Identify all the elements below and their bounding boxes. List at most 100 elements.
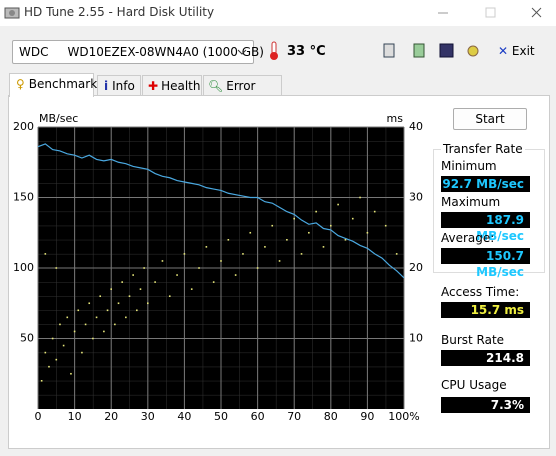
access-time-point bbox=[147, 302, 149, 305]
access-time-point bbox=[256, 267, 259, 269]
access-time-point bbox=[103, 330, 105, 333]
stat-label: Access Time: bbox=[441, 285, 520, 299]
access-time-point bbox=[373, 210, 376, 213]
access-time-point bbox=[315, 210, 317, 213]
access-time-point bbox=[395, 253, 398, 255]
tab[interactable]: ✚ Health bbox=[142, 75, 202, 96]
access-time-point bbox=[44, 253, 47, 255]
stat-label: Minimum bbox=[441, 159, 497, 173]
y2-tick-label: 40 bbox=[409, 120, 423, 133]
access-time-point bbox=[220, 260, 222, 262]
access-time-point bbox=[176, 274, 178, 276]
access-time-point bbox=[212, 281, 215, 283]
access-time-point bbox=[77, 309, 80, 312]
exit-label: Exit bbox=[511, 44, 535, 58]
access-time-point bbox=[293, 217, 295, 220]
access-time-point bbox=[121, 281, 123, 283]
chart: MB/sec ms 0 10 20 30 40 50 60 70 80 90 100% 50 100 15… bbox=[13, 112, 423, 423]
access-time-point bbox=[99, 295, 102, 297]
access-time-point bbox=[154, 281, 156, 283]
access-time-point bbox=[300, 253, 303, 255]
access-time-point bbox=[48, 365, 50, 368]
access-time-point bbox=[366, 231, 369, 234]
x-tick-label: 10 bbox=[68, 410, 82, 423]
access-time-point bbox=[66, 316, 69, 319]
access-time-point bbox=[264, 246, 266, 248]
access-time-point bbox=[132, 274, 134, 276]
access-time-point bbox=[62, 344, 65, 347]
tab[interactable]: i Info bbox=[97, 75, 141, 96]
access-time-point bbox=[106, 309, 109, 312]
stat-label: CPU Usage bbox=[441, 378, 507, 392]
stat-value: 7.3% bbox=[441, 397, 530, 413]
drive-name: WDC WD10EZEX-08WN4A0 (1000 GB) bbox=[19, 45, 264, 59]
tab-label: Benchmark bbox=[28, 77, 98, 91]
tab[interactable]: ♀ Benchmark bbox=[9, 73, 98, 97]
stat-label: Burst Rate bbox=[441, 333, 505, 347]
x-tick-label: 100% bbox=[388, 410, 419, 423]
access-time-point bbox=[278, 260, 281, 262]
x-tick-label: 70 bbox=[287, 410, 301, 423]
stat-value: 15.7 ms bbox=[441, 302, 530, 318]
access-time-point bbox=[84, 323, 87, 326]
tab-label: Health bbox=[161, 79, 201, 93]
access-time-point bbox=[205, 246, 208, 248]
start-button[interactable]: Start bbox=[453, 108, 527, 130]
y-tick-label: 150 bbox=[13, 191, 34, 204]
access-time-point bbox=[384, 224, 387, 227]
access-time-point bbox=[55, 267, 58, 269]
access-time-point bbox=[351, 217, 354, 220]
y2-axis-label: ms bbox=[387, 112, 404, 125]
temperature: 33 °C bbox=[287, 44, 326, 59]
access-time-point bbox=[88, 302, 91, 305]
stat-value: 150.7 MB/sec bbox=[441, 248, 530, 279]
x-tick-label: 50 bbox=[214, 410, 228, 423]
group-title: Transfer Rate bbox=[441, 142, 525, 156]
stat-label: Average: bbox=[441, 231, 495, 245]
access-time-point bbox=[95, 316, 98, 319]
x-tick-label: 20 bbox=[104, 410, 118, 423]
y2-tick-label: 20 bbox=[409, 261, 423, 274]
access-time-point bbox=[190, 288, 193, 290]
stat-label: Maximum bbox=[441, 195, 501, 209]
window-title: HD Tune 2.55 - Hard Disk Utility bbox=[24, 5, 215, 19]
toolbar-icons[interactable] bbox=[378, 40, 488, 62]
access-time-point bbox=[125, 316, 127, 319]
access-time-point bbox=[143, 267, 145, 269]
access-time-point bbox=[40, 380, 43, 382]
access-time-point bbox=[114, 323, 116, 326]
access-time-point bbox=[59, 323, 61, 326]
access-time-point bbox=[242, 253, 244, 255]
access-time-point bbox=[198, 267, 200, 269]
app-icon bbox=[4, 7, 20, 19]
stat-value: 187.9 MB/sec bbox=[441, 212, 530, 243]
x-tick-label: 90 bbox=[360, 410, 374, 423]
window-controls[interactable] bbox=[430, 0, 556, 26]
access-time-point bbox=[70, 372, 72, 375]
access-time-point bbox=[249, 231, 252, 234]
tab-label: Info bbox=[112, 79, 135, 93]
access-time-point bbox=[161, 260, 164, 262]
access-time-point bbox=[139, 288, 142, 290]
access-time-point bbox=[136, 309, 138, 312]
stat-value: 214.8 MB/sec bbox=[441, 350, 530, 381]
access-time-point bbox=[227, 239, 230, 241]
x-tick-label: 80 bbox=[324, 410, 338, 423]
access-time-point bbox=[73, 330, 76, 333]
access-time-point bbox=[110, 288, 112, 290]
access-time-point bbox=[234, 274, 237, 276]
access-time-point bbox=[168, 295, 171, 297]
access-time-point bbox=[51, 337, 54, 340]
access-time-point bbox=[81, 351, 83, 354]
y2-tick-label: 30 bbox=[409, 191, 423, 204]
transfer-rate-line bbox=[37, 143, 405, 279]
exit-button[interactable]: ✕ Exit bbox=[498, 44, 535, 58]
y-tick-label: 50 bbox=[20, 332, 34, 345]
x-tick-label: 0 bbox=[35, 410, 42, 423]
access-time-point bbox=[337, 203, 339, 206]
stat-value: 92.7 MB/sec bbox=[441, 176, 530, 192]
access-time-point bbox=[286, 239, 288, 241]
drive-select[interactable]: WDC WD10EZEX-08WN4A0 (1000 GB) bbox=[12, 40, 264, 64]
access-time-point bbox=[117, 302, 120, 305]
